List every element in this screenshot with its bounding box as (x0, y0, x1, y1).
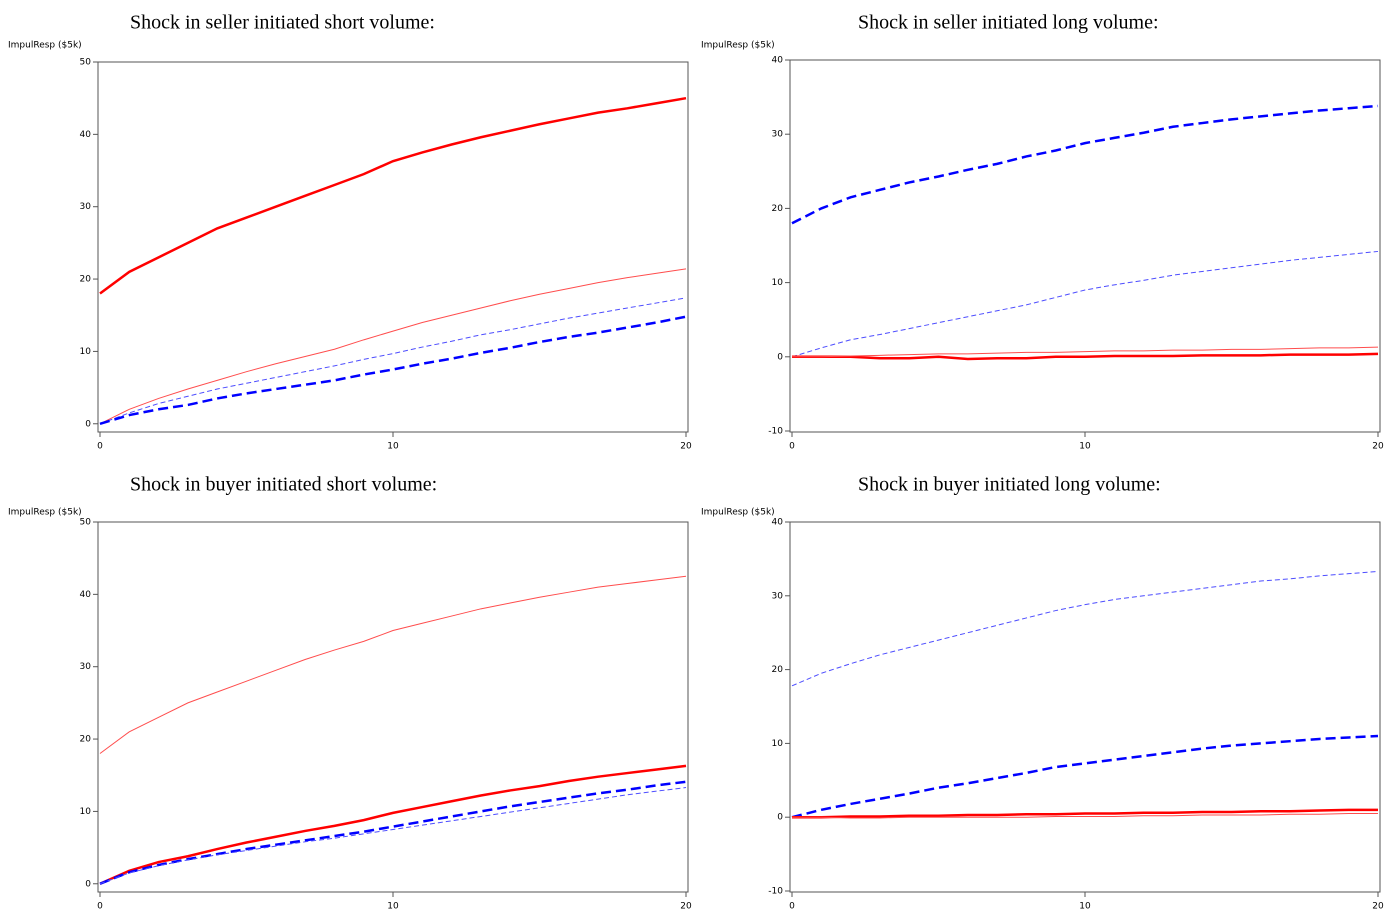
plot-frame (97, 521, 689, 893)
x-tick-label: 10 (1079, 442, 1091, 452)
y-tick-label: 30 (772, 130, 784, 140)
series-line (99, 268, 687, 425)
y-axis-label: ImpulResp ($5k) (701, 508, 775, 518)
y-tick-label: 50 (80, 58, 92, 68)
y-tick-label: 10 (80, 807, 92, 817)
y-tick-label: 10 (772, 278, 784, 288)
x-tick-label: 0 (789, 902, 795, 912)
chart-title: Shock in seller initiated short volume: (130, 12, 435, 34)
series-line (99, 764, 687, 885)
y-tick-label: 20 (80, 735, 92, 745)
x-tick-label: 20 (680, 442, 692, 452)
y-tick-label: 50 (80, 518, 92, 528)
y-tick-label: 30 (772, 591, 784, 601)
series-line (792, 352, 1379, 361)
y-axis-label: ImpulResp ($5k) (8, 508, 82, 518)
y-tick-label: 0 (85, 879, 91, 889)
series-line (99, 575, 687, 754)
plot-frame (97, 61, 689, 433)
y-axis-label: ImpulResp ($5k) (701, 41, 775, 51)
y-tick-label: -10 (768, 887, 783, 897)
series-line (99, 780, 687, 885)
y-tick-label: 40 (80, 130, 92, 140)
x-tick-label: 0 (789, 442, 795, 452)
series-line (791, 104, 1379, 225)
y-axis-label: ImpulResp ($5k) (8, 41, 82, 51)
y-tick-label: 0 (777, 352, 783, 362)
series-line (791, 570, 1379, 687)
y-tick-label: 40 (80, 590, 92, 600)
series-line (99, 96, 687, 295)
x-tick-label: 0 (97, 442, 103, 452)
x-tick-label: 10 (387, 902, 399, 912)
x-tick-label: 20 (1372, 442, 1384, 452)
y-tick-label: 10 (80, 347, 92, 357)
series-line (792, 813, 1378, 819)
series-line (791, 734, 1379, 819)
y-tick-label: -10 (768, 427, 783, 437)
chart-title: Shock in buyer initiated short volume: (130, 474, 437, 496)
plot-frame (789, 521, 1381, 893)
chart-title: Shock in seller initiated long volume: (858, 12, 1159, 34)
x-tick-label: 0 (97, 902, 103, 912)
y-tick-label: 40 (772, 518, 784, 528)
y-tick-label: 30 (80, 202, 92, 212)
chart-title: Shock in buyer initiated long volume: (858, 474, 1161, 496)
x-tick-label: 10 (1079, 902, 1091, 912)
series-line (99, 297, 687, 425)
x-tick-label: 20 (1372, 902, 1384, 912)
x-tick-label: 20 (680, 902, 692, 912)
y-tick-label: 20 (80, 275, 92, 285)
series-line (791, 250, 1379, 358)
series-line (99, 315, 687, 425)
series-line (99, 787, 687, 885)
y-tick-label: 20 (772, 204, 784, 214)
y-tick-label: 0 (777, 813, 783, 823)
y-tick-label: 30 (80, 662, 92, 672)
y-tick-label: 20 (772, 665, 784, 675)
x-tick-label: 10 (387, 442, 399, 452)
series-line (792, 808, 1378, 819)
y-tick-label: 40 (772, 56, 784, 66)
y-tick-label: 10 (772, 739, 784, 749)
plot-frame (789, 59, 1381, 433)
y-tick-label: 0 (85, 419, 91, 429)
series-line (792, 346, 1379, 358)
